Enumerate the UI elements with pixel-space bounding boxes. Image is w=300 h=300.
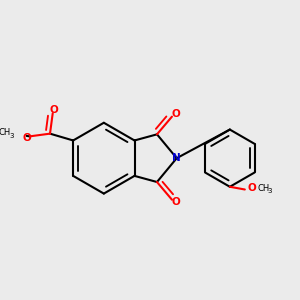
Text: 3: 3 xyxy=(267,188,272,194)
Text: N: N xyxy=(172,153,181,163)
Text: O: O xyxy=(171,110,180,119)
Text: O: O xyxy=(50,105,58,115)
Text: O: O xyxy=(171,197,180,207)
Text: O: O xyxy=(248,183,256,193)
Text: CH: CH xyxy=(257,184,269,193)
Text: O: O xyxy=(22,133,31,143)
Text: 3: 3 xyxy=(10,133,14,139)
Text: CH: CH xyxy=(0,128,11,137)
